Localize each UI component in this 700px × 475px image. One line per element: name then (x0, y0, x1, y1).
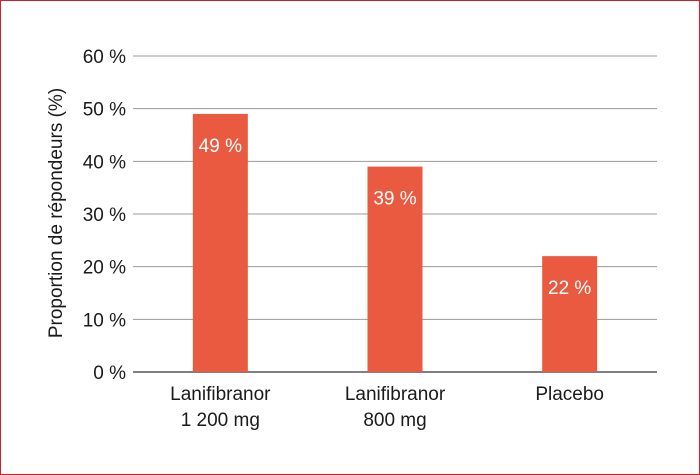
x-category-label: 1 200 mg (181, 410, 260, 431)
data-label: 39 % (373, 189, 416, 210)
bar (192, 113, 248, 372)
y-axis-label: Proportion de répondeurs (%) (46, 88, 67, 338)
y-tick-label: 50 % (83, 100, 126, 121)
bar (367, 166, 423, 372)
x-category-label: 800 mg (363, 410, 426, 431)
x-category-label: Placebo (535, 384, 604, 405)
x-category-label: Lanifibranor (345, 384, 446, 405)
data-label: 22 % (548, 278, 591, 299)
y-tick-label: 20 % (83, 258, 126, 279)
bar (542, 256, 598, 372)
bars (192, 113, 598, 372)
data-labels: 49 % 39 % 22 % (199, 136, 592, 299)
y-tick-label: 40 % (83, 152, 126, 173)
y-tick-label: 30 % (83, 205, 126, 226)
x-axis-categories: Lanifibranor 1 200 mg Lanifibranor 800 mg Pl… (170, 384, 604, 431)
y-tick-label: 60 % (83, 47, 126, 68)
x-category-label: Lanifibranor (170, 384, 271, 405)
y-axis-ticks: 0 % 10 % 20 % 30 % 40 % 50 % 60 % (83, 47, 126, 384)
y-tick-label: 10 % (83, 310, 126, 331)
data-label: 49 % (199, 136, 242, 157)
y-tick-label: 0 % (93, 363, 126, 384)
